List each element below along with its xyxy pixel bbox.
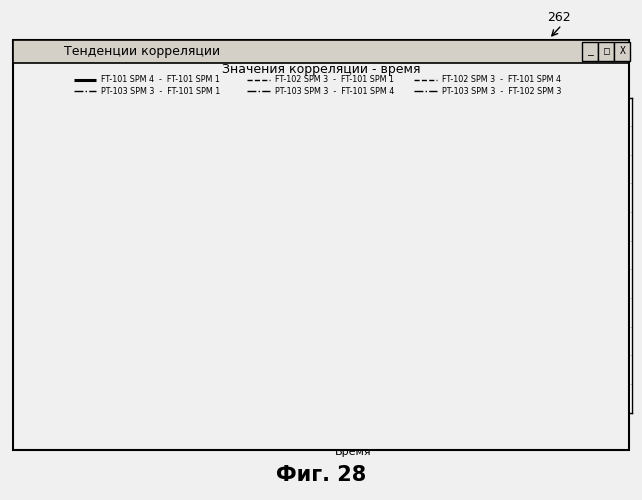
Text: PT-103 SPM 3  -  FT-101 SPM 4: PT-103 SPM 3 - FT-101 SPM 4 [275, 86, 394, 96]
X-axis label: Время: Время [334, 446, 372, 456]
Text: PT-103 SPM 3  -  FT-102 SPM 3: PT-103 SPM 3 - FT-102 SPM 3 [442, 86, 561, 96]
Text: Фиг. 28: Фиг. 28 [276, 465, 366, 485]
Text: FT-102 SPM 3  -  FT-101 SPM 4: FT-102 SPM 3 - FT-101 SPM 4 [442, 76, 560, 84]
Text: Тенденции корреляции: Тенденции корреляции [64, 45, 220, 58]
Text: FT-101 SPM 4  -  FT-101 SPM 1: FT-101 SPM 4 - FT-101 SPM 1 [101, 76, 220, 84]
Text: □: □ [603, 46, 610, 56]
Text: 262: 262 [547, 11, 570, 24]
Y-axis label: Корреляция: Корреляция [35, 220, 44, 290]
Text: _: _ [587, 46, 594, 56]
Text: Значения корреляции - время: Значения корреляции - время [221, 62, 421, 76]
Text: FT-102 SPM 3  -  FT-101 SPM 1: FT-102 SPM 3 - FT-101 SPM 1 [275, 76, 394, 84]
Text: PT-103 SPM 3  -  FT-101 SPM 1: PT-103 SPM 3 - FT-101 SPM 1 [101, 86, 221, 96]
Text: X: X [620, 46, 626, 56]
